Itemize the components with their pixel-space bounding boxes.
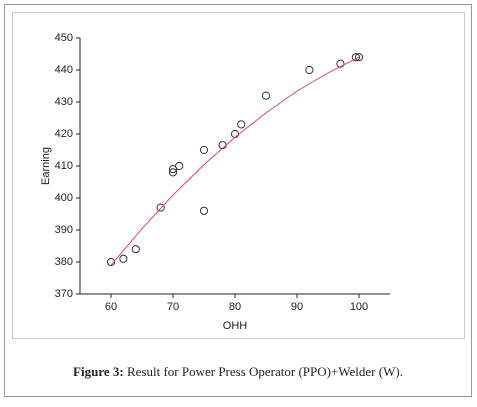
point xyxy=(106,257,116,267)
point xyxy=(336,59,345,68)
point xyxy=(237,120,246,129)
y-tick-label: 430 xyxy=(55,96,73,108)
x-tick-label: 100 xyxy=(350,301,368,313)
point xyxy=(168,165,178,174)
y-tick-label: 450 xyxy=(55,32,73,44)
y-tick-label: 410 xyxy=(55,160,73,172)
point xyxy=(119,254,128,263)
point xyxy=(175,161,184,171)
y-tick-label: 380 xyxy=(55,256,73,268)
caption-label: Figure 3: xyxy=(73,364,124,379)
x-tick-label: 60 xyxy=(105,301,117,313)
y-tick-label: 370 xyxy=(55,288,73,300)
x-tick-label: 80 xyxy=(229,301,241,313)
caption-text: Result for Power Press Operator (PPO)+We… xyxy=(127,364,403,379)
point xyxy=(199,206,209,215)
point xyxy=(156,203,165,212)
fit-line xyxy=(110,56,360,266)
x-tick-label: 70 xyxy=(167,301,179,313)
y-tick-label: 440 xyxy=(55,64,73,76)
caption: Figure 3: Result for Power Press Operato… xyxy=(73,364,403,379)
y-tick-label: 400 xyxy=(55,192,73,204)
y-tick-label: 420 xyxy=(55,128,73,140)
point xyxy=(131,245,140,254)
point xyxy=(305,65,314,75)
point xyxy=(168,168,178,177)
point xyxy=(351,53,360,62)
y-axis-label: Earning xyxy=(40,147,52,185)
point xyxy=(354,53,364,62)
chart: 370 380 390 400 410 420 430 440 450 60 70 80 90 100 OH… xyxy=(40,32,390,332)
point xyxy=(261,91,271,100)
y-tick-label: 390 xyxy=(55,224,73,236)
point xyxy=(230,129,240,139)
frame xyxy=(4,4,472,397)
chart-frame xyxy=(12,12,465,339)
x-tick-label: 90 xyxy=(291,301,303,313)
point xyxy=(199,145,209,155)
x-axis-label: OHH xyxy=(223,320,248,332)
